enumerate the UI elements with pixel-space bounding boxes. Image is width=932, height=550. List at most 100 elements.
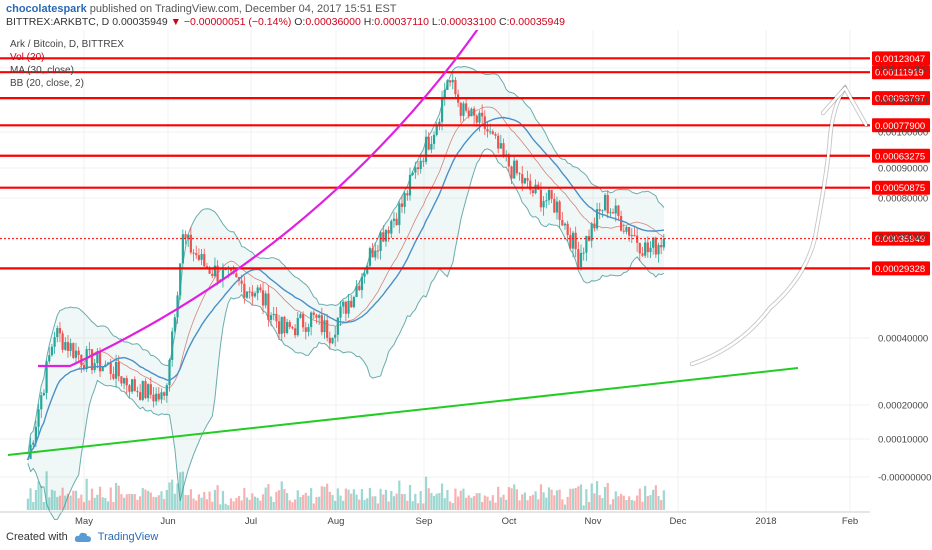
- candle-body: [288, 322, 291, 328]
- volume-bar: [261, 494, 265, 510]
- candle-body: [299, 314, 302, 318]
- tradingview-link[interactable]: TradingView: [97, 531, 159, 543]
- volume-bar: [208, 491, 211, 510]
- volume-bar: [579, 484, 583, 510]
- volume-bar: [595, 481, 599, 510]
- candle-body: [344, 301, 347, 314]
- candle-body: [593, 223, 596, 229]
- candle-body: [547, 189, 551, 201]
- price-level-label: 0.00093797: [875, 94, 925, 105]
- x-tick-label: May: [75, 516, 93, 527]
- volume-bar: [219, 504, 222, 510]
- volume-bar: [614, 491, 617, 510]
- volume-bar: [80, 494, 83, 510]
- x-tick-label: Sep: [416, 516, 433, 527]
- candle-body: [467, 110, 470, 117]
- volume-bar: [366, 498, 369, 510]
- volume-bar: [448, 501, 452, 510]
- volume-bar: [58, 495, 62, 510]
- volume-bar: [69, 495, 72, 510]
- volume-bar: [34, 489, 38, 510]
- candle-body: [510, 166, 513, 179]
- candle-body: [363, 273, 366, 277]
- projection-arrow: [690, 86, 847, 366]
- ma-30-line: [27, 116, 665, 460]
- candle-body: [77, 350, 80, 355]
- candle-body: [553, 198, 556, 213]
- volume-bar: [147, 490, 150, 510]
- volume-bar: [582, 505, 585, 510]
- candle-body: [277, 321, 281, 334]
- candle-body: [224, 269, 227, 271]
- volume-bar: [176, 483, 179, 510]
- volume-bar: [446, 490, 449, 510]
- volume-bar: [352, 489, 355, 510]
- candle-body: [163, 392, 166, 396]
- legend-ma: MA (30, close): [10, 65, 74, 76]
- candle-body: [561, 219, 564, 226]
- candle-body: [334, 334, 337, 338]
- volume-bar: [510, 488, 513, 510]
- volume-bar: [451, 503, 454, 510]
- candle-body: [253, 293, 257, 297]
- volume-bar: [374, 496, 377, 510]
- volume-bar: [64, 495, 67, 510]
- volume-bar: [272, 501, 275, 510]
- volume-bar: [256, 497, 259, 510]
- candle-body: [414, 167, 417, 173]
- candle-body: [350, 300, 353, 308]
- volume-bar: [440, 483, 444, 510]
- volume-bar: [628, 496, 631, 510]
- volume-bar: [61, 487, 64, 510]
- candle-body: [26, 458, 29, 460]
- volume-bar: [398, 480, 401, 510]
- volume-bar: [561, 499, 564, 510]
- candle-body: [101, 366, 104, 372]
- volume-bar: [125, 494, 128, 510]
- candle-body: [601, 210, 604, 212]
- price-chart[interactable]: 0.00123047 0.00111919 0.00093797 0.00077900…: [0, 30, 932, 530]
- volume-bar: [430, 493, 433, 510]
- candle-body: [633, 235, 636, 237]
- candle-body: [649, 247, 652, 253]
- price-level-tag: [872, 118, 930, 133]
- volume-bar: [227, 505, 230, 510]
- volume-bar: [26, 498, 29, 510]
- volume-bar: [456, 496, 460, 510]
- volume-bar: [53, 490, 56, 510]
- candle-body: [347, 300, 350, 314]
- candle-body: [376, 250, 380, 252]
- volume-bar: [497, 486, 500, 510]
- candle-body: [64, 342, 67, 350]
- volume-bar: [515, 489, 518, 510]
- candle-body: [69, 343, 72, 351]
- volume-bar: [483, 495, 486, 510]
- volume-bar: [42, 502, 46, 510]
- candle-body: [446, 80, 449, 90]
- volume-bar: [259, 500, 262, 510]
- volume-bar: [505, 499, 508, 510]
- volume-bar: [144, 489, 147, 510]
- candle-body: [176, 295, 179, 318]
- volume-bar: [197, 494, 201, 510]
- volume-bar: [120, 494, 123, 510]
- volume-bar: [98, 486, 102, 510]
- candle-body: [662, 238, 665, 248]
- volume-bar: [550, 489, 553, 510]
- candle-body: [443, 89, 446, 98]
- volume-bar: [462, 488, 465, 510]
- candle-body: [66, 342, 70, 351]
- created-with-label: Created with: [6, 531, 68, 543]
- candle-body: [534, 184, 537, 194]
- volume-bar: [555, 490, 559, 510]
- volume-bar: [232, 501, 235, 510]
- candle-body: [272, 313, 275, 316]
- volume-bar: [526, 500, 529, 510]
- volume-bar: [224, 503, 227, 510]
- candle-body: [598, 209, 601, 211]
- parabolic-curve: [38, 30, 479, 368]
- volume-bar: [644, 485, 647, 510]
- author-link[interactable]: chocolatespark: [6, 3, 87, 15]
- candle-body: [430, 143, 433, 150]
- high-label: H:: [363, 16, 375, 28]
